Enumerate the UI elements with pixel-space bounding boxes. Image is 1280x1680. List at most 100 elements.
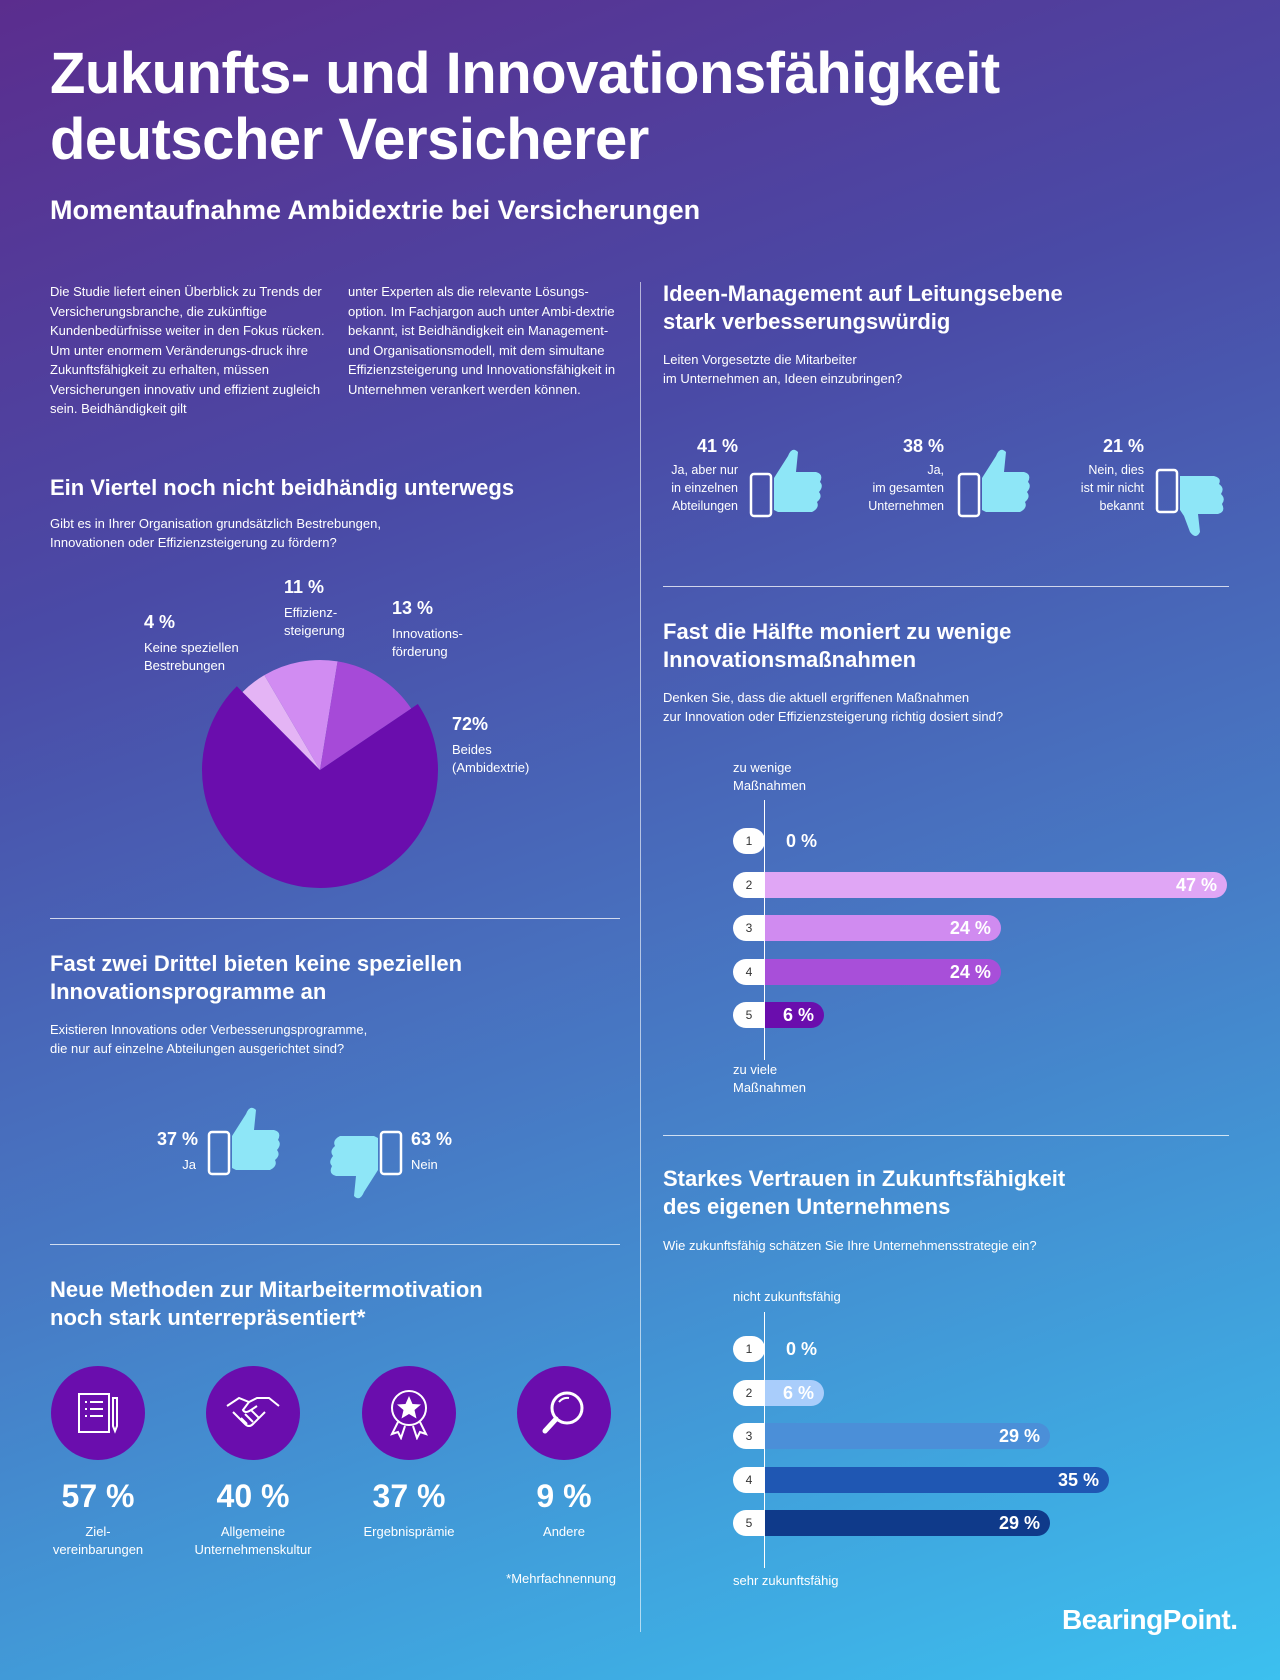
pie-question-line2: Innovationen oder Effizienzsteigerung zu… xyxy=(50,535,337,550)
page-title-line2: deutscher Versicherer xyxy=(50,107,649,172)
method-label-ergebnispraemie-1: Ergebnisprämie xyxy=(363,1524,455,1539)
measures-row-5: 5 6 % xyxy=(733,1002,1233,1028)
ideas-l1-3: Nein, dies xyxy=(1088,463,1144,477)
measures-category-3: 3 xyxy=(733,915,765,941)
measures-bar-2 xyxy=(765,871,1227,898)
methods-title-line2: noch stark unterrepräsentiert* xyxy=(50,1305,366,1330)
methods-footnote: *Mehrfachnennung xyxy=(506,1571,616,1586)
method-label-andere-1: Andere xyxy=(543,1524,585,1539)
programs-no-pct: 63 % xyxy=(411,1129,453,1149)
pie-pct-beides: 72% xyxy=(452,714,489,734)
programs-title-line1: Fast zwei Drittel bieten keine spezielle… xyxy=(50,951,463,976)
measures-top-label-1: zu wenige xyxy=(733,760,792,775)
divider-2 xyxy=(50,1244,620,1245)
future-category-2: 2 xyxy=(733,1379,765,1406)
measures-category-5: 5 xyxy=(733,1002,765,1028)
programs-yes-label: Ja xyxy=(182,1157,196,1172)
thumbs-up-icon xyxy=(957,449,1030,518)
future-row-3: 3 29 % xyxy=(733,1423,1233,1449)
page-subtitle: Momentaufnahme Ambidextrie bei Versicher… xyxy=(50,195,701,225)
pie-label-innovation: 13 % Innovations- förderung xyxy=(392,598,463,661)
ideas-title-line1: Ideen-Management auf Leitungsebene xyxy=(663,281,1063,306)
method-item-zielvereinbarungen: 57 % Ziel- vereinbarungen xyxy=(23,1366,173,1559)
pie-text-beides-1: Beides xyxy=(452,742,492,757)
method-label-andere: Andere xyxy=(489,1523,639,1541)
future-bottom-label: sehr zukunftsfähig xyxy=(733,1573,839,1588)
ideas-question-line1: Leiten Vorgesetzte die Mitarbeiter xyxy=(663,352,857,367)
future-value-5: 29 % xyxy=(999,1513,1041,1533)
method-label-zielvereinbarungen: Ziel- vereinbarungen xyxy=(23,1523,173,1559)
pie-section-title: Ein Viertel noch nicht beidhändig unterw… xyxy=(50,475,515,500)
measures-bar-5 xyxy=(765,1002,824,1028)
method-label-zielvereinbarungen-1: Ziel- xyxy=(85,1524,111,1539)
future-value-2: 6 % xyxy=(782,1382,814,1403)
future-category-5: 5 xyxy=(733,1510,765,1536)
thumbs-up-icon xyxy=(749,449,822,518)
thumbs-up-icon xyxy=(207,1107,280,1176)
pie-label-keine: 4 % Keine speziellen Bestrebungen xyxy=(144,612,239,675)
future-row-4: 4 35 % xyxy=(733,1466,1233,1493)
future-top-label: nicht zukunftsfähig xyxy=(733,1289,841,1304)
method-item-ergebnispraemie: 37 % Ergebnisprämie xyxy=(334,1366,484,1541)
ideas-item-1: 41 % Ja, aber nur in einzelnen Abteilung… xyxy=(650,436,738,515)
pie-pct-effizienz: 11 % xyxy=(284,577,325,597)
future-category-4: 4 xyxy=(733,1466,765,1493)
divider-3 xyxy=(663,586,1229,587)
future-bar-chart: 1 0 % 2 6 % 3 29 % 4 35 % 5 29 % xyxy=(733,1336,1233,1556)
programs-question-line2: die nur auf einzelne Abteilungen ausgeri… xyxy=(50,1041,345,1056)
future-bar-5 xyxy=(765,1510,1051,1536)
measures-bar-3 xyxy=(765,915,1001,941)
pie-chart xyxy=(202,660,438,888)
pie-label-effizienz: 11 % Effizienz- steigerung xyxy=(284,577,345,640)
pie-text-effizienz-1: Effizienz- xyxy=(284,605,338,620)
measures-title-line2: Innovationsmaßnahmen xyxy=(663,647,917,672)
ideas-l3-1: Abteilungen xyxy=(671,499,738,513)
future-row-5: 5 29 % xyxy=(733,1510,1233,1536)
measures-category-1: 1 xyxy=(733,828,765,854)
intro-text-col2: unter Experten als die relevante Lösungs… xyxy=(348,284,616,397)
intro-text-col1: Die Studie liefert einen Überblick zu Tr… xyxy=(50,284,325,416)
pie-pct-keine: 4 % xyxy=(144,612,176,632)
measures-row-3: 3 24 % xyxy=(733,915,1233,941)
ideas-l3-3: bekannt xyxy=(1099,499,1144,513)
ideas-question-line2: im Unternehmen an, Ideen einzubringen? xyxy=(663,371,903,386)
pie-text-beides-2: (Ambidextrie) xyxy=(452,760,530,775)
thumbs-down-icon xyxy=(1155,468,1224,536)
method-pct-ergebnispraemie: 37 % xyxy=(372,1478,446,1514)
ideas-l3-2: Unternehmen xyxy=(868,499,944,513)
pie-slice-beides xyxy=(202,686,438,888)
ideas-pct-2: 38 % xyxy=(902,436,944,456)
method-label-unternehmenskultur-1: Allgemeine xyxy=(220,1524,286,1539)
ideas-pct-3: 21 % xyxy=(1102,436,1144,456)
divider-4 xyxy=(663,1135,1229,1136)
measures-category-2: 2 xyxy=(733,871,765,898)
handshake-icon xyxy=(206,1366,300,1460)
method-label-zielvereinbarungen-2: vereinbarungen xyxy=(52,1542,144,1557)
pie-text-effizienz-2: steigerung xyxy=(284,623,345,638)
measures-row-4: 4 24 % xyxy=(733,958,1233,985)
future-category-1: 1 xyxy=(733,1336,765,1362)
pie-question-line1: Gibt es in Ihrer Organisation grundsätzl… xyxy=(50,516,381,531)
future-question: Wie zukunftsfähig schätzen Sie Ihre Unte… xyxy=(663,1238,1037,1253)
measures-bar-chart: 1 0 % 2 47 % 3 24 % 4 24 % 5 6 % xyxy=(733,828,1233,1048)
methods-title-line1: Neue Methoden zur Mitarbeitermotivation xyxy=(50,1277,483,1302)
future-title-line2: des eigenen Unternehmens xyxy=(663,1194,951,1219)
measures-value-2: 47 % xyxy=(1175,874,1217,895)
future-value-1: 0 % xyxy=(786,1339,818,1359)
ideas-l2-3: ist mir nicht xyxy=(1080,481,1144,495)
method-item-andere: 9 % Andere xyxy=(489,1366,639,1541)
future-value-3: 29 % xyxy=(999,1426,1041,1446)
method-pct-andere: 9 % xyxy=(536,1478,592,1514)
pie-text-keine-1: Keine speziellen xyxy=(144,640,239,655)
programs-yes-pct: 37 % xyxy=(156,1129,198,1149)
future-row-2: 2 6 % xyxy=(733,1379,1233,1406)
pie-label-beides: 72% Beides (Ambidextrie) xyxy=(452,714,529,777)
measures-row-1: 1 0 % xyxy=(733,828,1233,854)
document-pen-icon xyxy=(51,1366,145,1460)
method-pct-zielvereinbarungen: 57 % xyxy=(61,1478,135,1514)
award-star-icon xyxy=(362,1366,456,1460)
future-title-line1: Starkes Vertrauen in Zukunftsfähigkeit xyxy=(663,1166,1066,1191)
ideas-item-2: 38 % Ja, im gesamten Unternehmen xyxy=(850,436,944,515)
measures-bar-4 xyxy=(765,958,1001,985)
ideas-l2-1: in einzelnen xyxy=(671,481,738,495)
